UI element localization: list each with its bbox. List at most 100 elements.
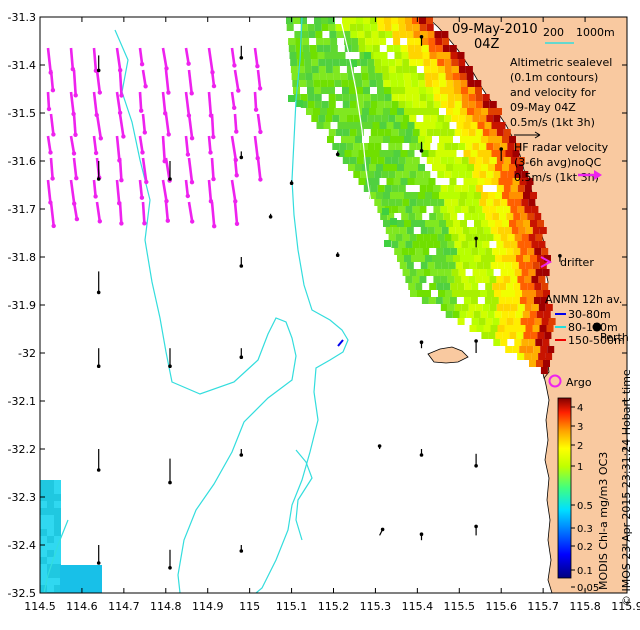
legend-anmn-150: 150-500m: [568, 334, 625, 347]
chl-cell: [316, 45, 324, 52]
hf-arrowhead: [164, 66, 169, 71]
chl-cell: [47, 515, 54, 522]
chl-cell: [377, 94, 385, 101]
chl-cell: [396, 73, 404, 80]
chl-cell: [499, 248, 507, 255]
chl-cell: [404, 220, 411, 227]
hf-arrow: [164, 157, 171, 181]
chl-cell: [436, 213, 444, 220]
chl-cell: [304, 59, 312, 66]
chl-cell: [40, 529, 47, 536]
chl-cell: [439, 80, 447, 87]
chl-cell: [539, 325, 547, 332]
chl-cell: [419, 101, 427, 108]
chl-cell: [363, 94, 371, 101]
chl-cell: [517, 353, 525, 360]
chl-cell: [432, 80, 440, 87]
hf-arrowhead: [73, 93, 78, 98]
chl-cell: [440, 185, 448, 192]
chl-cell: [47, 522, 54, 529]
chl-cell: [419, 17, 426, 24]
chl-cell: [501, 311, 509, 318]
hf-arrow: [138, 179, 144, 198]
chl-cell: [441, 262, 449, 269]
hf-arrowhead: [212, 224, 217, 229]
chl-cell: [529, 311, 537, 318]
chl-cell: [390, 136, 397, 143]
chl-cell: [328, 24, 336, 31]
chl-cell: [349, 129, 357, 136]
chl-cell: [363, 17, 370, 24]
chl-cell: [400, 45, 408, 52]
chl-cell: [516, 255, 523, 262]
chl-cell: [533, 297, 541, 304]
chl-cell: [286, 24, 294, 31]
chl-cell: [433, 241, 441, 248]
chl-cell: [468, 304, 476, 311]
chl-cell: [346, 143, 354, 150]
chl-cell: [364, 52, 371, 59]
hf-arrowhead: [48, 150, 53, 155]
chl-cell: [441, 227, 449, 234]
chl-cell: [486, 115, 494, 122]
chl-cell: [308, 31, 316, 38]
hf-arrowhead: [189, 136, 195, 141]
chl-cell: [395, 66, 403, 73]
chl-cell: [543, 311, 551, 318]
hf-arrowhead: [232, 63, 237, 68]
hf-arrow: [164, 69, 170, 93]
chl-cell: [543, 290, 550, 297]
chl-cell: [499, 213, 507, 220]
chl-cell: [398, 101, 406, 108]
chl-cell: [426, 241, 434, 248]
chl-cell: [391, 241, 399, 248]
chl-cell: [301, 31, 309, 38]
chl-cell: [503, 276, 511, 283]
chl-cell: [314, 24, 322, 31]
chl-cell: [496, 185, 504, 192]
chl-cell: [311, 66, 319, 73]
chl-cell: [407, 178, 415, 185]
chl-cell: [309, 45, 317, 52]
hf-arrow: [138, 47, 144, 65]
chl-cell: [520, 248, 528, 255]
chl-cell: [422, 248, 430, 255]
chl-cell: [369, 80, 377, 87]
chl-cell: [67, 565, 74, 572]
hf-arrow: [69, 135, 76, 154]
chl-cell: [440, 304, 448, 311]
chl-cell: [350, 31, 358, 38]
hf-arrowhead: [185, 193, 190, 199]
chl-cell: [342, 87, 349, 94]
chl-cell: [342, 94, 350, 101]
chl-cell: [430, 234, 438, 241]
chl-cell: [477, 150, 485, 157]
chl-cell: [532, 262, 540, 269]
chl-cell: [440, 241, 448, 248]
chl-cell: [473, 311, 481, 318]
chl-cell: [391, 87, 398, 94]
chl-cell: [393, 38, 401, 45]
altimetry-arrowhead: [96, 290, 101, 295]
chl-cell: [367, 59, 375, 66]
chl-cell: [478, 248, 486, 255]
chl-cell: [330, 45, 338, 52]
inner-shelf-contour: [339, 17, 373, 211]
chl-cell: [358, 178, 366, 185]
chl-cell: [434, 227, 442, 234]
chl-cell: [426, 185, 434, 192]
chl-cell: [491, 122, 499, 129]
chl-cell: [447, 157, 455, 164]
chl-cell: [402, 171, 410, 178]
chl-cell: [60, 565, 67, 572]
chl-cell: [496, 206, 504, 213]
chl-cell: [535, 234, 543, 241]
chl-cell: [455, 227, 463, 234]
chl-cell: [515, 311, 523, 318]
chl-cell: [40, 564, 47, 571]
chl-cell: [495, 164, 502, 171]
chl-cell: [370, 185, 378, 192]
chl-cell: [397, 136, 404, 143]
chl-cell: [47, 529, 54, 536]
legend-alt-line: Altimetric sealevel: [510, 56, 612, 69]
